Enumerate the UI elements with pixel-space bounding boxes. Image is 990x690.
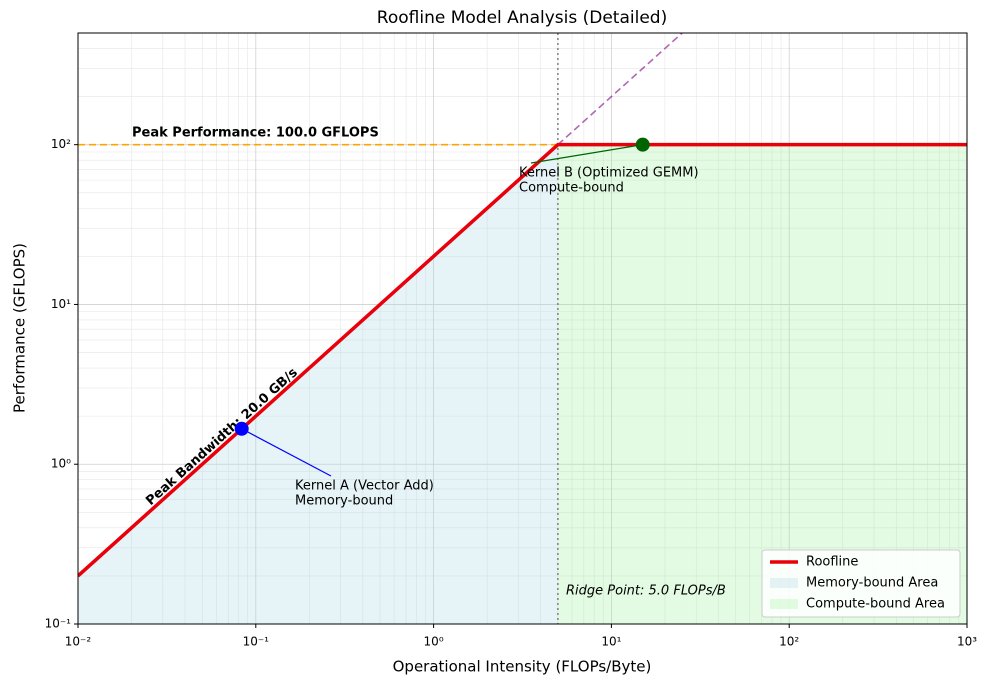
- kernel-name: Kernel B (Optimized GEMM): [519, 166, 699, 181]
- x-tick-label: 10¹: [601, 635, 621, 649]
- chart-title: Roofline Model Analysis (Detailed): [377, 8, 667, 28]
- y-tick-label: 10⁰: [51, 457, 71, 471]
- peak-bandwidth-line: [557, 33, 684, 146]
- y-tick-label: 10²: [51, 137, 71, 151]
- x-tick-label: 10⁻¹: [243, 635, 270, 649]
- plot-area: [78, 33, 967, 624]
- y-tick-label: 10¹: [51, 297, 71, 311]
- x-tick-label: 10⁰: [424, 635, 444, 649]
- peak-performance-label: Peak Performance: 100.0 GFLOPS: [132, 126, 379, 141]
- kernel-label: Compute-bound: [519, 181, 624, 196]
- ridge-label: Ridge Point: 5.0 FLOPs/B: [566, 584, 726, 599]
- x-tick-label: 10⁻²: [65, 635, 92, 649]
- memory-bound-area: [78, 144, 558, 624]
- x-axis-label: Operational Intensity (FLOPs/Byte): [393, 658, 652, 676]
- compute-bound-area: [557, 144, 967, 624]
- legend-swatch: [770, 599, 798, 609]
- legend-label: Memory-bound Area: [806, 576, 938, 591]
- legend-box: [761, 549, 961, 618]
- y-tick-label: 10⁻¹: [45, 617, 72, 631]
- annotation-arrow: [241, 428, 332, 477]
- annotation-arrow: [530, 144, 643, 164]
- legend-label: Roofline: [806, 555, 858, 570]
- legend-label: Compute-bound Area: [806, 597, 945, 612]
- plot-frame: [77, 32, 968, 625]
- kernel-name: Kernel A (Vector Add): [295, 479, 434, 494]
- kernel-point: [234, 421, 249, 436]
- kernel-label: Memory-bound: [295, 494, 393, 509]
- x-tick-label: 10³: [957, 635, 977, 649]
- legend-swatch: [770, 578, 798, 588]
- y-axis-label: Performance (GFLOPS): [11, 243, 29, 413]
- x-tick-label: 10²: [779, 635, 799, 649]
- kernel-point: [635, 137, 650, 152]
